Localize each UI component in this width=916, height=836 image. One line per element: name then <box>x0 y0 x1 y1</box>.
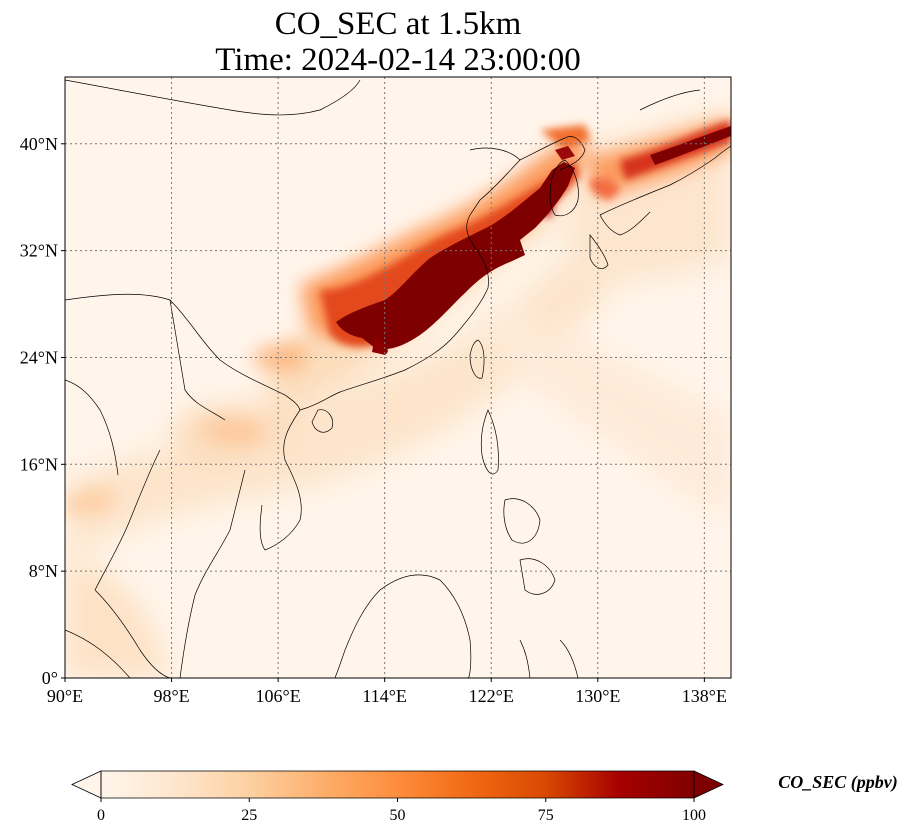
colorbar: 0 25 50 75 100 CO_SEC (ppbv) <box>71 770 898 824</box>
colorbar-tick-label: 100 <box>682 807 706 824</box>
colorbar-extend-min <box>71 770 102 799</box>
colorbar-tick-label: 0 <box>97 807 105 824</box>
coastlines <box>65 79 731 678</box>
colorbar-tick-label: 25 <box>241 807 257 824</box>
colorbar-gradient <box>101 771 694 798</box>
colorbar-tick-label: 50 <box>390 807 406 824</box>
lat-tick-label: 8°N <box>29 561 58 581</box>
lon-tick-label: 98°E <box>153 686 189 706</box>
map-frame <box>64 76 732 679</box>
map-title-line-1: CO_SEC at 1.5km <box>274 6 522 42</box>
plume-core <box>336 126 731 355</box>
concentration-field <box>65 110 731 678</box>
lat-tick-label: 16°N <box>20 454 58 474</box>
lat-tick-label: 24°N <box>20 347 58 367</box>
lat-tick-label: 0° <box>42 668 58 688</box>
lon-tick-label: 90°E <box>47 686 83 706</box>
latitude-axis: 0° 8°N 16°N 24°N 32°N 40°N <box>20 134 65 688</box>
map-title-line-2: Time: 2024-02-14 23:00:00 <box>215 42 581 78</box>
colorbar-ticks: 0 25 50 75 100 <box>97 798 706 824</box>
gridlines <box>65 77 731 678</box>
lon-tick-label: 114°E <box>362 686 407 706</box>
longitude-axis: 90°E 98°E 106°E 114°E 122°E 130°E 138°E <box>47 678 727 706</box>
lat-tick-label: 32°N <box>20 241 58 261</box>
colorbar-extend-max <box>693 770 724 799</box>
lon-tick-label: 130°E <box>575 686 620 706</box>
lon-tick-label: 122°E <box>469 686 514 706</box>
lon-tick-label: 106°E <box>256 686 301 706</box>
colorbar-tick-label: 75 <box>538 807 554 824</box>
colorbar-label: CO_SEC (ppbv) <box>778 772 898 793</box>
lat-tick-label: 40°N <box>20 134 58 154</box>
lon-tick-label: 138°E <box>682 686 727 706</box>
